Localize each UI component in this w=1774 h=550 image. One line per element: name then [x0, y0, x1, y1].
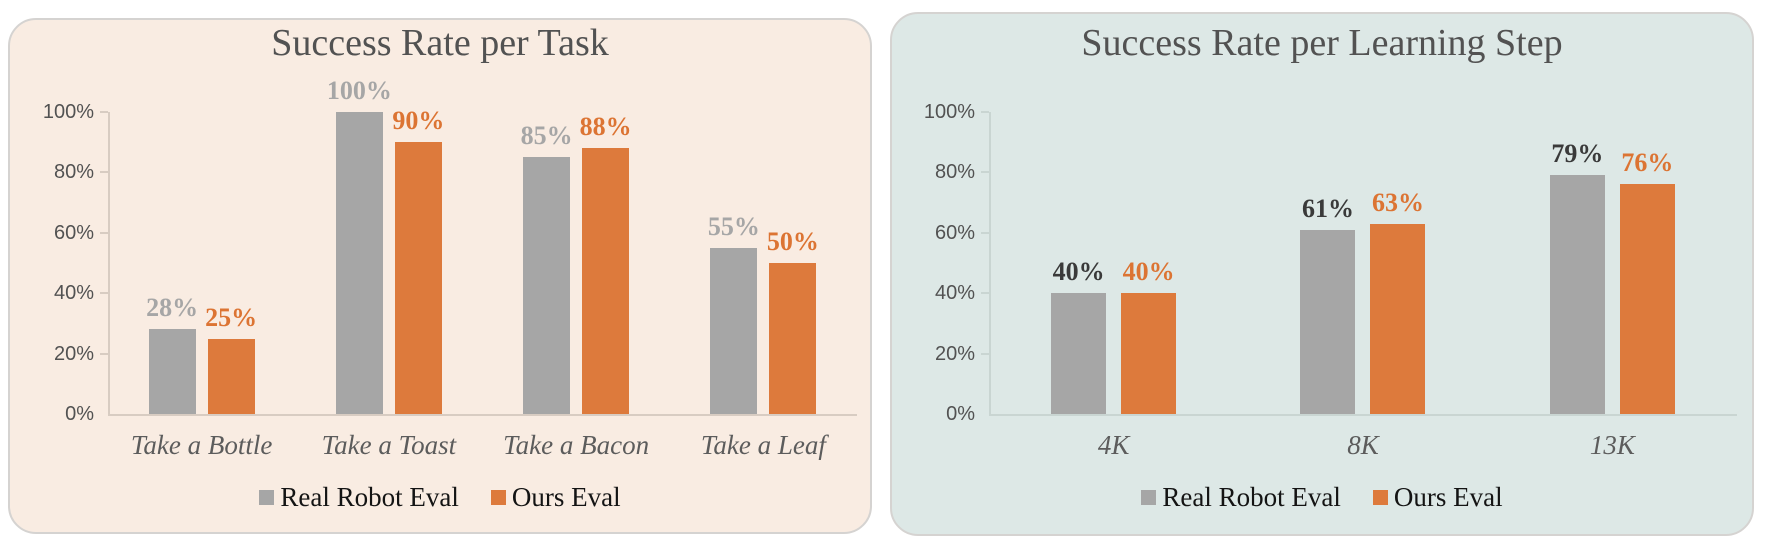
category-label: 4K: [1097, 430, 1130, 460]
bar-value-label: 100%: [326, 76, 392, 105]
bar-ours-eval: 40%: [1121, 259, 1177, 414]
bar-value-label: 79%: [1551, 139, 1604, 169]
bar-value-label: 85%: [520, 121, 573, 151]
legend-swatch-ours-eval: [490, 489, 506, 505]
bar-value-label: 90%: [392, 106, 445, 136]
bar-value-label: 50%: [766, 227, 819, 256]
bar-real-robot-eval: 28%: [146, 295, 198, 414]
bar-real-robot-eval: 40%: [1051, 259, 1107, 414]
y-axis-label: 100%: [923, 101, 975, 123]
bar-ours-eval: 88%: [580, 114, 632, 414]
y-axis-label: 20%: [934, 342, 975, 365]
bar-value-label: 63%: [1371, 187, 1424, 217]
legend-swatch-ours-eval: [1372, 489, 1388, 505]
bar-value-label: 40%: [1052, 257, 1105, 287]
legend-item: Ours Eval: [1372, 481, 1503, 513]
bar-ours-eval: 25%: [205, 304, 257, 414]
y-axis-tick: [981, 171, 989, 174]
chart-title: Success Rate per Learning Step: [1081, 22, 1563, 64]
y-axis-label: 60%: [934, 221, 975, 244]
bar-group: 28% 25%: [108, 112, 295, 414]
y-axis-tick: [981, 352, 989, 355]
bar-real-robot-eval: 61%: [1300, 195, 1356, 414]
legend-item: Real Robot Eval: [1141, 481, 1341, 513]
legend: Real Robot Eval Ours Eval: [10, 482, 870, 512]
bar-ours-eval: 76%: [1619, 150, 1675, 414]
bar-ours-eval: 90%: [392, 108, 444, 414]
y-axis-tick: [100, 111, 108, 113]
y-axis-label: 80%: [53, 161, 94, 184]
chart-panel-success-rate-per-task: Success Rate per Task 0% 20% 40% 60% 80% 100%…: [8, 18, 872, 534]
y-axis-label: 20%: [53, 342, 94, 365]
y-axis-label: 80%: [934, 161, 975, 184]
category-label: Take a Bacon: [503, 430, 650, 460]
bar-value-label: 25%: [205, 302, 258, 332]
legend: Real Robot Eval Ours Eval: [892, 482, 1752, 512]
bar-group: 61% 63%: [1238, 112, 1487, 414]
x-axis-line: [108, 414, 857, 416]
y-axis-tick: [100, 292, 108, 295]
bar-value-label: 88%: [579, 112, 632, 142]
bar-group: 55% 50%: [670, 112, 857, 414]
y-axis-label: 0%: [65, 403, 94, 425]
category-label: Take a Bottle: [130, 430, 273, 460]
bar-chart-success-rate-per-task: 0% 20% 40% 60% 80% 100% 28% 25% Take a Bottle 100…: [10, 20, 870, 532]
bar-real-robot-eval: 55%: [708, 213, 760, 414]
y-axis-tick: [100, 352, 108, 355]
y-axis-label: 40%: [53, 282, 94, 305]
bar-real-robot-eval: 79%: [1549, 141, 1605, 414]
legend-swatch-real-robot-eval: [1141, 489, 1157, 505]
legend-label: Real Robot Eval: [1162, 481, 1341, 512]
bar-value-label: 28%: [146, 293, 199, 323]
bar-chart-success-rate-per-learning-step: 0% 20% 40% 60% 80% 100% 40% 40% 4K 61% 63% 8K 79% 76%…: [892, 14, 1752, 534]
chart-title: Success Rate per Task: [271, 22, 609, 64]
y-axis-tick: [100, 231, 108, 234]
bar-group: 100% 90%: [295, 78, 482, 414]
bar-value-label: 61%: [1301, 193, 1354, 223]
bar-ours-eval: 50%: [767, 229, 819, 414]
legend-label: Ours Eval: [511, 481, 621, 512]
bar-value-label: 76%: [1621, 148, 1674, 178]
legend-item: Ours Eval: [490, 481, 621, 513]
y-axis-line: [108, 112, 110, 414]
y-axis-line: [989, 112, 991, 414]
y-axis-label: 60%: [53, 221, 94, 244]
y-axis-tick: [981, 231, 989, 234]
legend-swatch-real-robot-eval: [259, 489, 275, 505]
category-label: Take a Toast: [321, 430, 457, 460]
legend-label: Ours Eval: [1393, 481, 1503, 512]
y-axis-label: 100%: [42, 101, 94, 123]
y-axis-tick: [981, 292, 989, 295]
bar-value-label: 40%: [1122, 257, 1175, 287]
bar-real-robot-eval: 100%: [327, 78, 392, 414]
y-axis-tick: [100, 171, 108, 174]
bar-ours-eval: 63%: [1370, 189, 1426, 414]
category-label: 8K: [1347, 430, 1379, 460]
bar-group: 85% 88%: [483, 112, 670, 414]
y-axis-tick: [981, 111, 989, 113]
y-axis-label: 40%: [934, 282, 975, 305]
bar-value-label: 55%: [707, 211, 760, 241]
category-label: Take a Leaf: [700, 430, 826, 460]
bar-real-robot-eval: 85%: [521, 123, 573, 414]
bar-group: 40% 40%: [989, 112, 1238, 414]
category-label: 13K: [1589, 430, 1635, 460]
chart-panel-success-rate-per-learning-step: Success Rate per Learning Step 0% 20% 40% 6…: [890, 12, 1754, 536]
x-axis-line: [989, 414, 1737, 416]
legend-label: Real Robot Eval: [280, 481, 459, 512]
bar-group: 79% 76%: [1488, 112, 1737, 414]
legend-item: Real Robot Eval: [259, 481, 459, 513]
y-axis-label: 0%: [946, 403, 975, 425]
